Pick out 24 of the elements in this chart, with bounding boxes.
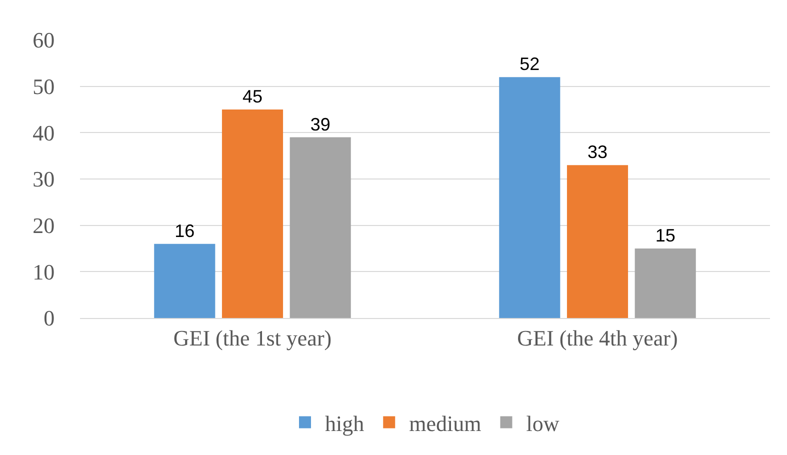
y-tick-label: 20 bbox=[32, 213, 55, 238]
bar bbox=[566, 165, 628, 318]
x-tick-label: GEI (the 4th year) bbox=[517, 325, 678, 350]
bar bbox=[222, 110, 284, 318]
data-label: 15 bbox=[655, 226, 676, 246]
y-tick-label: 40 bbox=[32, 120, 55, 146]
data-label: 52 bbox=[520, 54, 540, 74]
data-label: 45 bbox=[242, 86, 263, 106]
legend-label: high bbox=[325, 410, 364, 436]
bar bbox=[499, 77, 560, 318]
y-tick-label: 30 bbox=[32, 166, 55, 192]
bar bbox=[290, 137, 351, 318]
y-tick-label: 60 bbox=[32, 28, 55, 53]
y-tick-label: 10 bbox=[32, 259, 55, 284]
y-tick-label: 50 bbox=[32, 74, 55, 100]
x-tick-label: GEI (the 1st year) bbox=[173, 325, 332, 350]
data-label: 39 bbox=[310, 114, 330, 134]
legend-label: low bbox=[526, 410, 560, 436]
legend-label: medium bbox=[409, 410, 482, 436]
bar bbox=[634, 248, 696, 318]
data-label: 16 bbox=[174, 220, 195, 241]
y-tick-label: 0 bbox=[44, 306, 55, 331]
bar bbox=[154, 244, 216, 318]
data-label: 33 bbox=[587, 142, 608, 162]
